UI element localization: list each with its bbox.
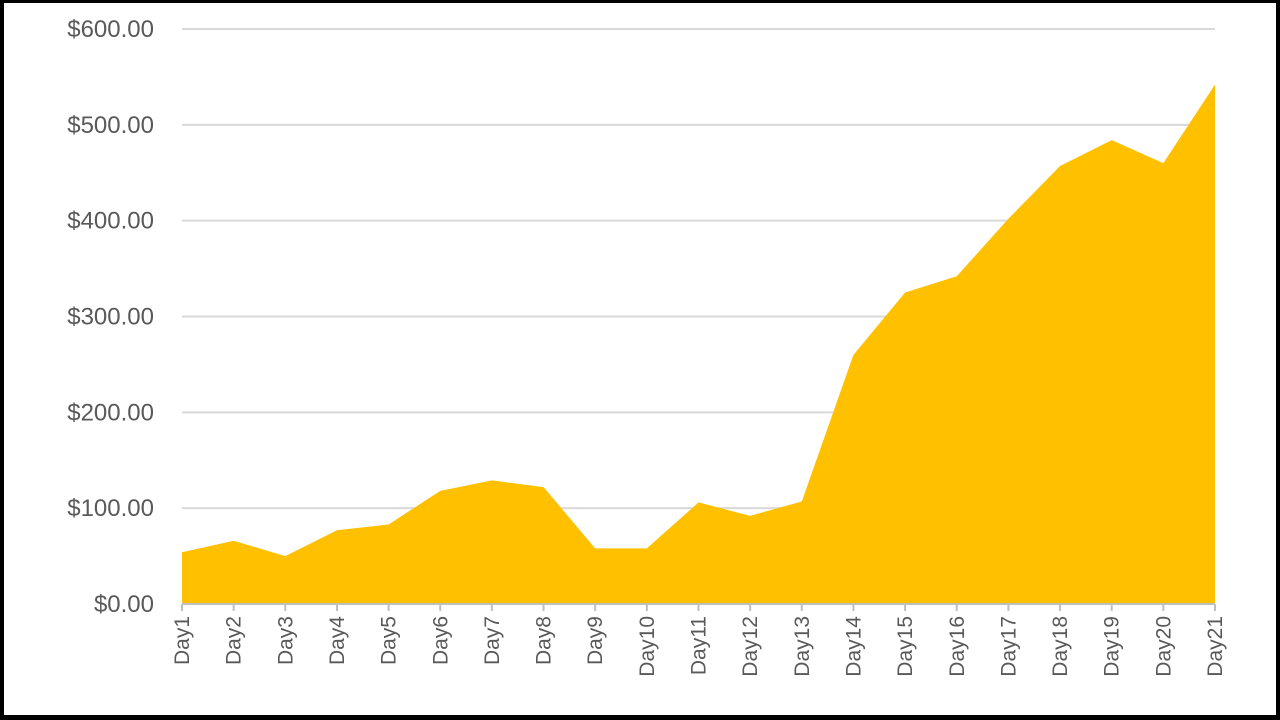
- x-tick-label: Day12: [739, 616, 762, 677]
- x-tick-label: Day15: [894, 616, 917, 677]
- y-axis-tick-labels: $0.00 $100.00 $200.00 $300.00 $400.00 $500.00…: [67, 16, 154, 618]
- area-series-fill: [182, 84, 1215, 604]
- x-tick-label: Day16: [946, 616, 969, 677]
- y-tick-label: $500.00: [67, 112, 154, 139]
- x-tick-label: Day13: [791, 616, 814, 677]
- area-chart: $0.00 $100.00 $200.00 $300.00 $400.00 $500.00…: [67, 16, 1227, 677]
- x-tick-label: Day5: [378, 616, 401, 665]
- x-tick-label: Day1: [171, 616, 194, 665]
- x-tick-label: Day14: [842, 616, 865, 677]
- x-tick-label: Day18: [1049, 616, 1072, 677]
- x-tick-label: Day6: [429, 616, 452, 665]
- area-series: [182, 84, 1215, 604]
- x-tick-label: Day4: [326, 616, 349, 665]
- x-tick-label: Day2: [223, 616, 246, 665]
- x-axis-tick-labels: Day1 Day2 Day3 Day4 Day5 Day6 Day7 Day8 Day9 Day1…: [171, 616, 1227, 677]
- chart-frame: $0.00 $100.00 $200.00 $300.00 $400.00 $500.00…: [4, 3, 1276, 715]
- y-tick-label: $0.00: [94, 591, 154, 618]
- x-axis: [181, 603, 1216, 611]
- x-tick-label: Day7: [481, 616, 504, 665]
- y-tick-label: $200.00: [67, 399, 154, 426]
- x-tick-label: Day3: [274, 616, 297, 665]
- x-tick-label: Day17: [997, 616, 1020, 677]
- y-tick-label: $100.00: [67, 495, 154, 522]
- x-tick-label: Day19: [1101, 616, 1124, 677]
- y-tick-label: $400.00: [67, 208, 154, 235]
- y-tick-label: $600.00: [67, 16, 154, 43]
- x-tick-label: Day20: [1152, 616, 1175, 677]
- x-tick-label: Day8: [533, 616, 556, 665]
- x-tick-label: Day9: [584, 616, 607, 665]
- x-tick-label: Day11: [688, 616, 711, 675]
- x-tick-label: Day10: [636, 616, 659, 677]
- x-tick-label: Day21: [1204, 616, 1227, 677]
- y-tick-label: $300.00: [67, 304, 154, 331]
